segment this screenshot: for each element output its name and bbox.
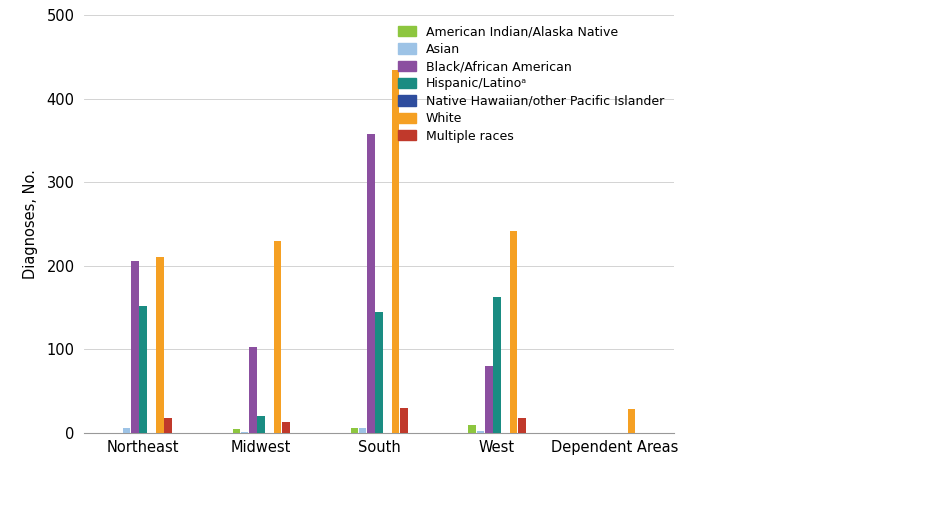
Bar — [493, 297, 501, 433]
Bar — [241, 432, 248, 433]
Bar — [257, 416, 265, 433]
Bar — [282, 422, 290, 433]
Bar — [400, 408, 408, 433]
Bar — [392, 70, 400, 433]
Bar — [232, 429, 241, 433]
Bar — [164, 418, 172, 433]
Y-axis label: Diagnoses, No.: Diagnoses, No. — [23, 169, 38, 279]
Bar — [123, 428, 130, 433]
Bar — [274, 241, 282, 433]
Bar — [468, 425, 476, 433]
Bar — [628, 409, 636, 433]
Bar — [510, 231, 518, 433]
Bar — [131, 261, 139, 433]
Bar — [476, 431, 484, 433]
Bar — [485, 366, 492, 433]
Bar — [358, 428, 366, 433]
Bar — [249, 347, 256, 433]
Legend: American Indian/Alaska Native, Asian, Black/African American, Hispanic/Latinoᵃ, : American Indian/Alaska Native, Asian, Bl… — [394, 21, 667, 146]
Bar — [518, 417, 526, 433]
Bar — [367, 134, 374, 433]
Bar — [156, 257, 164, 433]
Bar — [350, 429, 358, 433]
Bar — [139, 306, 147, 433]
Bar — [375, 313, 383, 433]
